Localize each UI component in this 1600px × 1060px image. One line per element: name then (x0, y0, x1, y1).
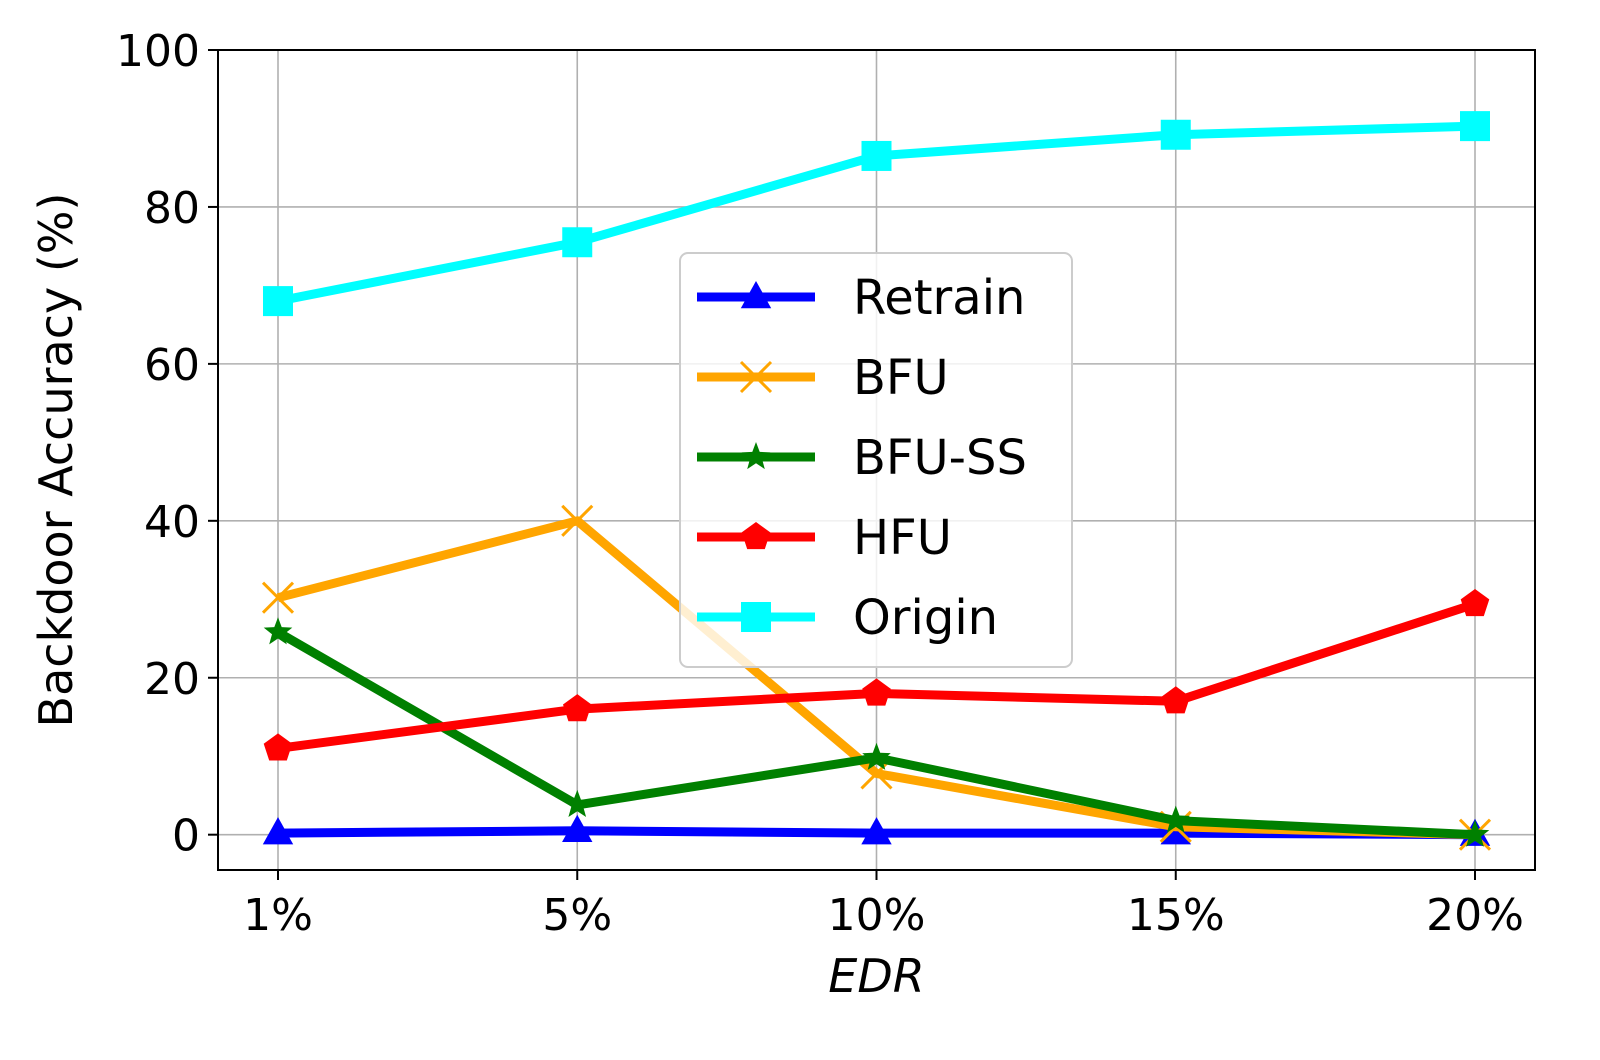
data-point (561, 504, 594, 537)
data-point (263, 617, 293, 645)
data-point (1160, 119, 1191, 150)
y-tick-label: 40 (144, 497, 200, 548)
legend-label: Retrain (853, 270, 1025, 326)
legend-item-origin: Origin (697, 590, 998, 646)
y-tick-label: 0 (172, 811, 200, 862)
legend-item-bfu-ss: BFU-SS (697, 430, 1027, 486)
data-point (563, 694, 592, 722)
y-tick-label: 100 (116, 26, 200, 77)
legend: Retrain BFU BFU-SS HFU Origin (679, 252, 1073, 668)
data-point (263, 733, 293, 761)
legend-marker (740, 281, 772, 309)
legend-marker (741, 522, 771, 550)
legend-box (679, 252, 1073, 668)
legend-item-bfu: BFU (697, 350, 949, 406)
data-point (562, 227, 593, 258)
data-point (861, 817, 892, 845)
series-layer (261, 111, 1492, 851)
y-axis: 0 20 40 60 80 100 (116, 26, 218, 862)
legend-label: BFU (853, 350, 949, 406)
data-point (862, 742, 891, 770)
series-hfu (263, 589, 1490, 761)
x-tick-label: 1% (243, 890, 313, 941)
x-axis-title: EDR (828, 949, 924, 1003)
legend-label: HFU (853, 510, 952, 566)
data-point (862, 678, 891, 706)
data-point (262, 817, 294, 845)
data-point (861, 140, 892, 171)
data-point (1161, 805, 1190, 833)
y-tick-label: 80 (144, 183, 200, 234)
y-tick-label: 20 (144, 654, 200, 705)
x-tick-label: 10% (828, 890, 926, 941)
y-tick-label: 60 (144, 340, 200, 391)
x-tick-label: 20% (1426, 890, 1524, 941)
legend-marker (741, 442, 771, 470)
data-point (1161, 686, 1190, 714)
legend-label: BFU-SS (853, 430, 1027, 486)
y-axis-title: Backdoor Accuracy (%) (29, 193, 83, 728)
data-point (1460, 589, 1490, 617)
x-axis: 1% 5% 10% 15% 20% (243, 870, 1524, 941)
legend-marker (741, 602, 771, 632)
data-point (563, 789, 592, 817)
legend-label: Origin (853, 590, 998, 646)
data-point (261, 581, 295, 614)
legend-item-hfu: HFU (697, 510, 952, 566)
legend-marker (739, 360, 773, 394)
data-point (562, 814, 593, 842)
series-bfu-ss (263, 617, 1490, 847)
x-tick-label: 15% (1127, 890, 1225, 941)
data-point (1460, 819, 1490, 847)
data-point (263, 286, 293, 317)
x-tick-label: 5% (542, 890, 612, 941)
series-origin (263, 111, 1490, 317)
legend-item-retrain: Retrain (697, 270, 1025, 326)
data-point (1460, 111, 1490, 142)
